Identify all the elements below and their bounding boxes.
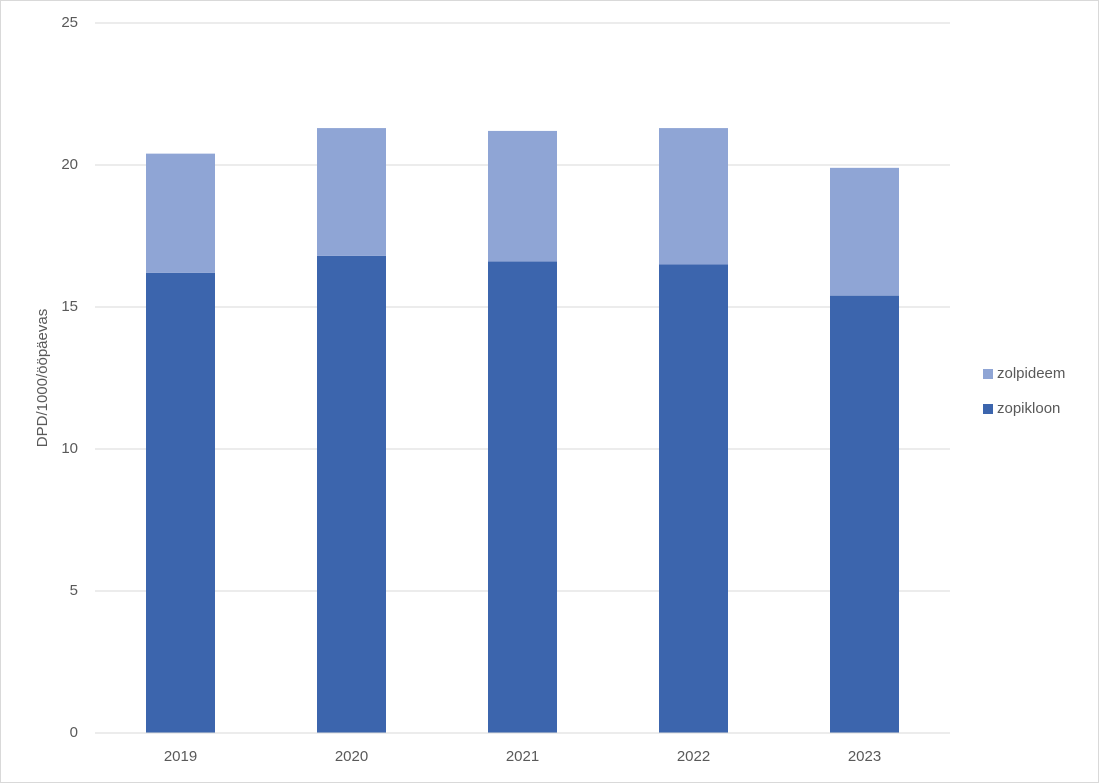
bar-segment bbox=[317, 128, 386, 256]
bar-segment bbox=[317, 255, 386, 733]
y-tick-label: 25 bbox=[61, 14, 78, 31]
bar-segment bbox=[830, 167, 899, 296]
bar-segment bbox=[488, 261, 557, 733]
x-tick-label: 2022 bbox=[677, 748, 710, 765]
x-tick-label: 2020 bbox=[335, 748, 368, 765]
bar-segment bbox=[830, 295, 899, 733]
x-tick-label: 2019 bbox=[164, 748, 197, 765]
legend-label: zolpideem bbox=[997, 365, 1065, 382]
y-tick-label: 5 bbox=[70, 582, 78, 599]
y-tick-label: 20 bbox=[61, 156, 78, 173]
y-axis-label: DPD/1000/ööpäevas bbox=[34, 309, 51, 447]
bar-segment bbox=[659, 128, 728, 265]
bar-segment bbox=[146, 272, 215, 733]
x-tick-label: 2023 bbox=[848, 748, 881, 765]
y-tick-label: 0 bbox=[70, 724, 78, 741]
legend-swatch bbox=[983, 369, 993, 379]
legend-swatch bbox=[983, 404, 993, 414]
y-tick-label: 10 bbox=[61, 440, 78, 457]
y-tick-label: 15 bbox=[61, 298, 78, 315]
bar-segment bbox=[146, 153, 215, 273]
bar-segment bbox=[659, 264, 728, 733]
bar-segment bbox=[488, 130, 557, 262]
legend-label: zopikloon bbox=[997, 400, 1060, 417]
x-tick-label: 2021 bbox=[506, 748, 539, 765]
